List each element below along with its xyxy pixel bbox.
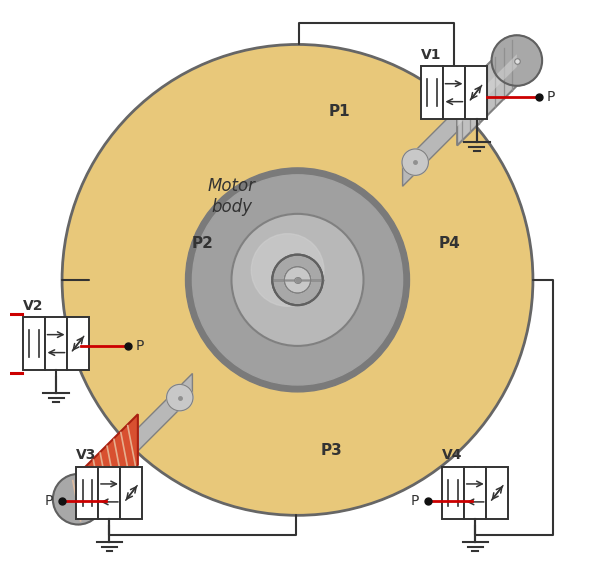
Bar [98, 467, 120, 519]
Bar [421, 66, 443, 119]
Bar [23, 317, 45, 370]
Polygon shape [457, 35, 517, 145]
Bar [443, 66, 465, 119]
Circle shape [277, 259, 306, 289]
Bar [120, 467, 142, 519]
Circle shape [284, 267, 311, 293]
Circle shape [402, 149, 428, 175]
Bar [67, 317, 89, 370]
Circle shape [491, 35, 542, 86]
Circle shape [273, 254, 322, 305]
Circle shape [53, 474, 104, 524]
Bar [442, 467, 464, 519]
Circle shape [167, 384, 193, 411]
Text: V4: V4 [442, 448, 463, 462]
Polygon shape [78, 414, 138, 524]
Text: P1: P1 [329, 104, 350, 119]
Bar [76, 467, 98, 519]
Text: P2: P2 [191, 237, 213, 252]
Circle shape [62, 44, 533, 515]
Circle shape [231, 214, 364, 346]
Bar [465, 66, 487, 119]
Bar [464, 467, 486, 519]
Circle shape [251, 234, 324, 306]
Bar [45, 317, 67, 370]
Text: P: P [546, 90, 555, 104]
Polygon shape [457, 54, 517, 126]
Text: V2: V2 [23, 299, 43, 313]
Text: P: P [411, 494, 419, 508]
Text: P: P [45, 494, 54, 508]
Text: Motor
body: Motor body [208, 177, 255, 216]
Polygon shape [403, 109, 457, 186]
Circle shape [273, 254, 322, 305]
Circle shape [284, 267, 311, 293]
Circle shape [186, 168, 409, 392]
Circle shape [192, 175, 403, 385]
Text: P4: P4 [438, 237, 460, 252]
Polygon shape [138, 373, 192, 451]
Text: P3: P3 [321, 443, 342, 458]
Text: V1: V1 [421, 48, 441, 62]
Text: V3: V3 [76, 448, 97, 462]
Bar [486, 467, 508, 519]
Text: P: P [136, 339, 144, 353]
